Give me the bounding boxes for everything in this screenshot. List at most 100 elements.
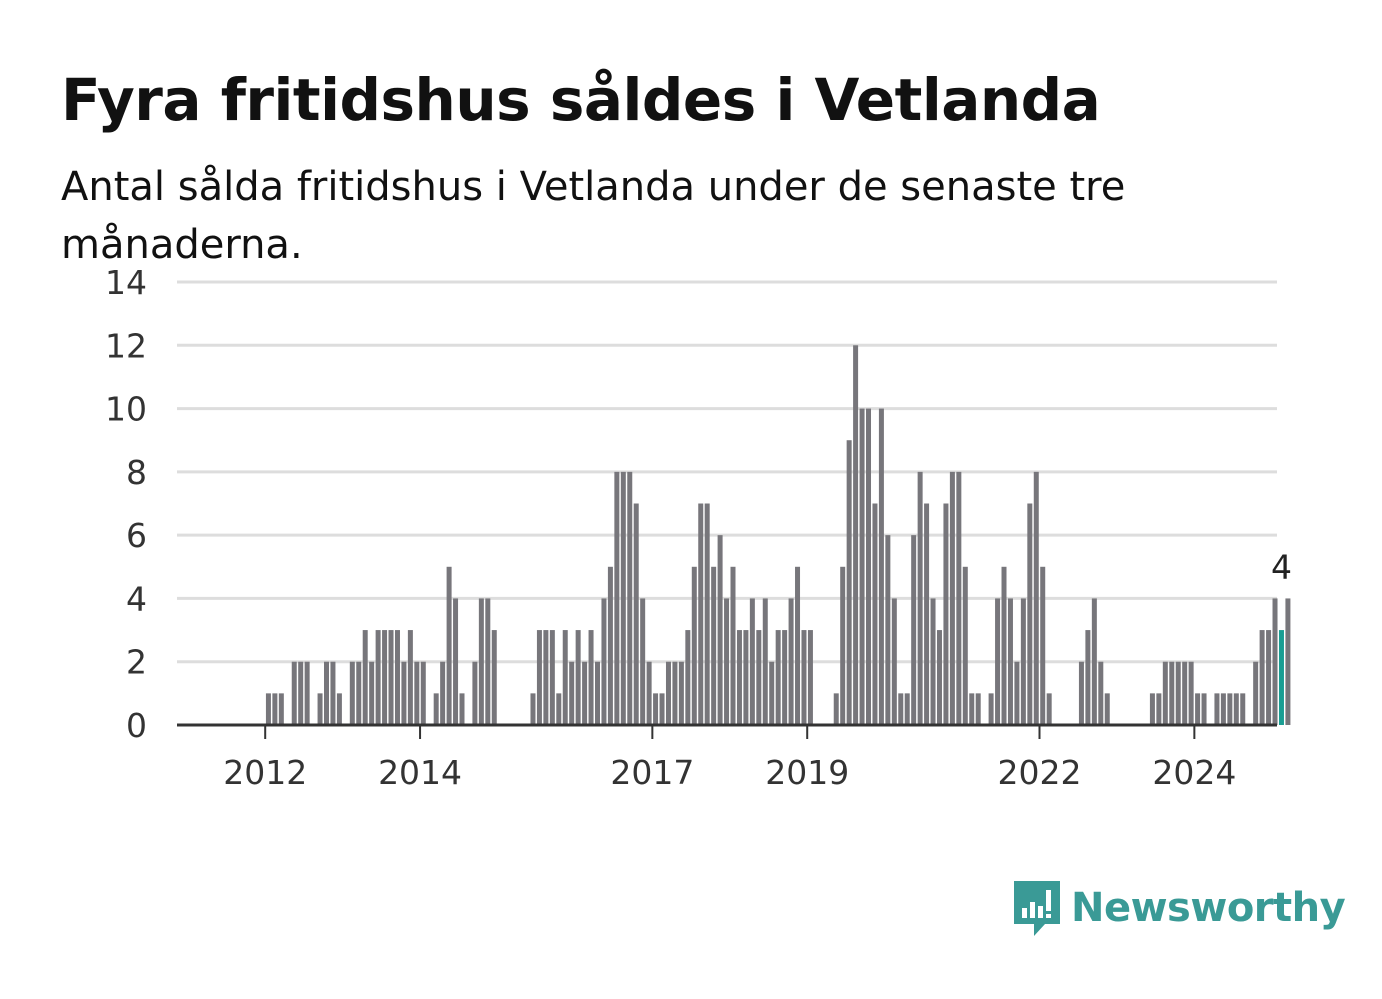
bar	[749, 598, 755, 725]
bar	[853, 345, 859, 725]
bar	[1285, 598, 1291, 725]
bar	[795, 566, 801, 725]
bar	[1220, 693, 1226, 725]
y-tick-label: 6	[126, 516, 147, 555]
bar	[659, 693, 665, 725]
bar	[1195, 693, 1201, 725]
bar	[807, 630, 813, 725]
bar	[556, 693, 562, 725]
bar	[356, 661, 362, 725]
bar	[743, 630, 749, 725]
bar	[336, 693, 342, 725]
bar	[278, 693, 284, 725]
bar	[491, 630, 497, 725]
bar	[646, 661, 652, 725]
bar	[866, 408, 872, 725]
bar	[588, 630, 594, 725]
bars	[265, 345, 1291, 725]
bar	[298, 661, 304, 725]
bar	[711, 566, 717, 725]
y-tick-label: 10	[105, 390, 147, 429]
bar	[988, 693, 994, 725]
y-tick-label: 4	[126, 579, 147, 618]
bar	[388, 630, 394, 725]
bar	[1078, 661, 1084, 725]
bar	[1020, 598, 1026, 725]
bar	[724, 598, 730, 725]
brand-logo: Newsworthy	[1011, 878, 1346, 938]
bar	[1001, 566, 1007, 725]
bar	[782, 630, 788, 725]
bar	[1175, 661, 1181, 725]
bar	[569, 661, 575, 725]
bar	[1156, 693, 1162, 725]
bar-chart: 0 2 4 6 8 10 12 14 2012 2014 2017 2019 2022 2024 4	[105, 263, 1292, 792]
bar	[1201, 693, 1207, 725]
bar	[1253, 661, 1259, 725]
bar	[543, 630, 549, 725]
bar	[846, 440, 852, 725]
bar	[575, 630, 581, 725]
bar	[369, 661, 375, 725]
bar	[769, 661, 775, 725]
y-tick-label: 12	[105, 326, 147, 365]
bar	[1272, 598, 1278, 725]
bar	[440, 661, 446, 725]
bar	[549, 630, 555, 725]
bar	[607, 566, 613, 725]
bar	[459, 693, 465, 725]
newsworthy-logo-icon	[1014, 881, 1060, 936]
bar	[1085, 630, 1091, 725]
data-label: 4	[1271, 547, 1292, 586]
bar	[962, 566, 968, 725]
bar	[536, 630, 542, 725]
bar	[530, 693, 536, 725]
bar	[1046, 693, 1052, 725]
bar	[975, 693, 981, 725]
bar	[1266, 630, 1272, 725]
bar	[672, 661, 678, 725]
bar	[1227, 693, 1233, 725]
bar	[904, 693, 910, 725]
bar	[678, 661, 684, 725]
bar	[762, 598, 768, 725]
bar	[291, 661, 297, 725]
bar	[1033, 471, 1039, 725]
bar	[330, 661, 336, 725]
bar	[736, 630, 742, 725]
y-tick-label: 14	[105, 263, 147, 302]
x-tick-label: 2014	[378, 753, 462, 792]
bar	[375, 630, 381, 725]
bar	[949, 471, 955, 725]
x-tick-label: 2017	[610, 753, 694, 792]
x-tick-label: 2012	[223, 753, 307, 792]
bar	[924, 503, 930, 725]
bar	[446, 566, 452, 725]
chart-subtitle: Antal sålda fritidshus i Vetlanda under …	[61, 164, 1126, 268]
bar	[698, 503, 704, 725]
bar	[304, 661, 310, 725]
bar	[1188, 661, 1194, 725]
bar	[943, 503, 949, 725]
bar	[401, 661, 407, 725]
bar	[394, 630, 400, 725]
bar	[633, 503, 639, 725]
bar	[1233, 693, 1239, 725]
bar	[627, 471, 633, 725]
bar	[717, 535, 723, 725]
bar	[562, 630, 568, 725]
bar	[582, 661, 588, 725]
bar	[685, 630, 691, 725]
bar	[859, 408, 865, 725]
chart-title: Fyra fritidshus såldes i Vetlanda	[61, 66, 1101, 134]
x-tick-label: 2024	[1152, 753, 1236, 792]
bar	[317, 693, 323, 725]
bar	[1259, 630, 1265, 725]
bar	[324, 661, 329, 725]
bar	[756, 630, 762, 725]
bar	[407, 630, 413, 725]
bar	[936, 630, 942, 725]
y-tick-label: 0	[126, 706, 147, 745]
bar	[265, 693, 271, 725]
bar	[969, 693, 975, 725]
